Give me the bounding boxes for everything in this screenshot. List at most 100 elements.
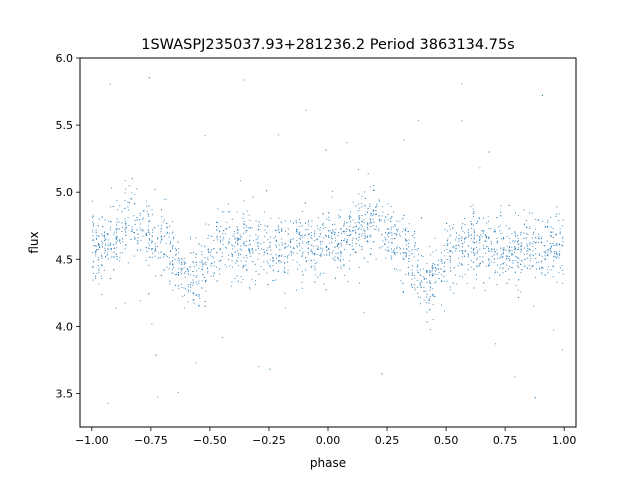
data-point bbox=[171, 269, 173, 271]
data-point bbox=[333, 234, 335, 236]
data-point bbox=[429, 274, 431, 276]
data-point bbox=[361, 195, 363, 197]
data-point bbox=[526, 243, 528, 245]
data-point bbox=[139, 219, 141, 221]
data-point bbox=[278, 256, 280, 258]
data-point bbox=[553, 244, 555, 246]
data-point bbox=[547, 251, 549, 253]
data-point bbox=[219, 273, 220, 275]
data-point bbox=[251, 248, 253, 250]
data-point bbox=[372, 218, 374, 220]
data-point bbox=[496, 254, 498, 256]
data-point bbox=[434, 237, 436, 239]
data-point bbox=[373, 189, 375, 191]
data-point bbox=[299, 225, 301, 227]
data-point bbox=[440, 260, 442, 262]
data-point bbox=[170, 242, 172, 244]
data-point bbox=[346, 142, 348, 144]
data-point bbox=[490, 243, 492, 245]
data-point bbox=[490, 241, 492, 243]
data-point bbox=[236, 237, 238, 239]
data-point bbox=[221, 252, 223, 254]
data-point bbox=[367, 173, 369, 175]
data-point bbox=[183, 258, 185, 260]
data-point bbox=[488, 237, 490, 239]
data-point bbox=[153, 250, 155, 252]
data-point bbox=[503, 247, 505, 249]
data-point bbox=[229, 265, 231, 267]
data-point bbox=[509, 242, 511, 244]
data-point bbox=[193, 252, 195, 254]
data-point bbox=[172, 264, 174, 266]
data-point bbox=[116, 199, 118, 201]
data-point bbox=[370, 236, 372, 238]
data-point bbox=[535, 268, 537, 270]
data-point bbox=[180, 271, 182, 273]
data-point bbox=[340, 253, 342, 255]
data-point bbox=[334, 259, 336, 261]
data-point bbox=[108, 220, 110, 222]
data-point bbox=[154, 247, 156, 249]
data-point bbox=[101, 257, 103, 259]
data-point bbox=[331, 238, 333, 240]
data-point bbox=[550, 250, 552, 252]
data-point bbox=[346, 235, 348, 237]
data-point bbox=[210, 251, 212, 253]
data-point bbox=[281, 230, 283, 232]
data-point bbox=[314, 267, 316, 269]
data-point bbox=[555, 233, 557, 235]
data-point bbox=[367, 228, 369, 230]
data-point bbox=[417, 292, 419, 294]
y-tick-label: 4.5 bbox=[56, 253, 74, 266]
data-point bbox=[219, 236, 221, 238]
data-point bbox=[337, 242, 339, 244]
data-point bbox=[420, 286, 422, 288]
data-point bbox=[276, 241, 278, 243]
data-point bbox=[473, 215, 474, 217]
data-point bbox=[408, 258, 410, 260]
data-point bbox=[450, 234, 452, 236]
data-point bbox=[381, 373, 383, 375]
data-point bbox=[483, 230, 485, 232]
data-point bbox=[316, 248, 318, 250]
data-point bbox=[165, 254, 167, 256]
data-point bbox=[195, 237, 197, 239]
x-tick-label: −1.00 bbox=[75, 434, 109, 447]
data-point bbox=[441, 260, 443, 262]
data-point bbox=[204, 245, 206, 247]
data-point bbox=[414, 242, 416, 244]
data-point bbox=[486, 236, 488, 238]
data-point bbox=[121, 222, 123, 224]
data-point bbox=[477, 220, 479, 222]
data-point bbox=[402, 290, 404, 292]
data-point bbox=[102, 226, 104, 228]
data-point bbox=[285, 243, 287, 245]
data-point bbox=[279, 261, 281, 263]
data-point bbox=[499, 267, 501, 269]
data-point bbox=[426, 321, 428, 323]
data-point bbox=[260, 266, 262, 268]
data-point bbox=[358, 216, 360, 218]
data-point bbox=[298, 233, 300, 235]
data-point bbox=[122, 226, 124, 228]
data-point bbox=[373, 213, 375, 215]
data-point bbox=[255, 234, 257, 236]
data-point bbox=[228, 240, 230, 242]
data-point bbox=[313, 253, 315, 255]
data-point bbox=[276, 246, 278, 248]
data-point bbox=[226, 247, 228, 249]
data-point bbox=[473, 211, 475, 213]
data-point bbox=[478, 217, 480, 219]
data-point bbox=[550, 226, 552, 228]
data-point bbox=[541, 271, 543, 273]
data-point bbox=[358, 236, 360, 238]
data-point bbox=[372, 225, 374, 226]
data-point bbox=[352, 237, 354, 239]
data-point bbox=[399, 235, 401, 237]
data-point bbox=[142, 229, 144, 231]
data-point bbox=[240, 249, 242, 251]
data-point bbox=[231, 260, 233, 262]
data-point bbox=[347, 281, 349, 283]
data-point bbox=[195, 276, 197, 278]
data-point bbox=[461, 236, 463, 238]
